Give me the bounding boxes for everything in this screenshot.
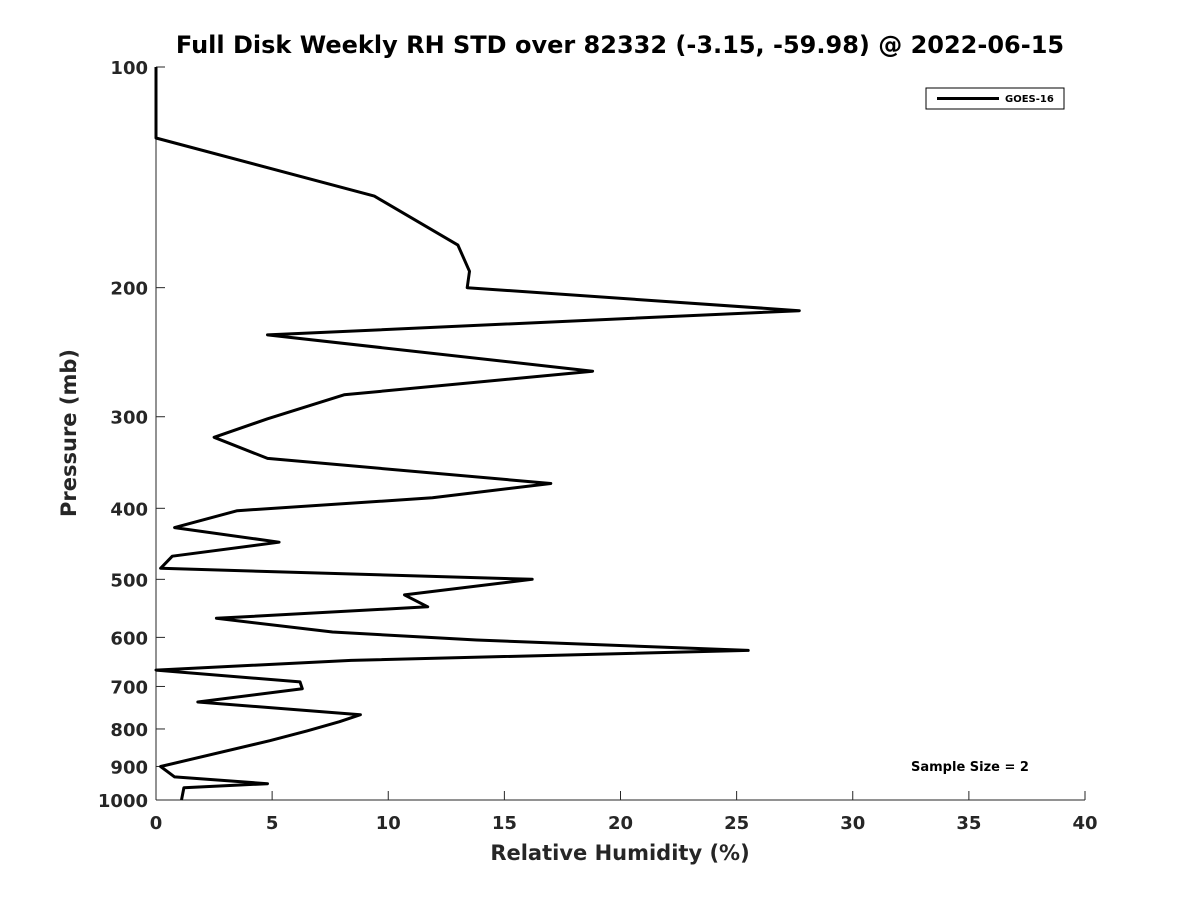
x-ticks: 0 5 10 15 20 25 30 35 40 [150, 791, 1098, 834]
y-ticks: 100 200 300 400 500 600 700 800 900 1000 [98, 58, 165, 812]
x-tick-label: 15 [492, 813, 517, 834]
legend: GOES-16 [925, 87, 1065, 110]
x-tick-label: 0 [150, 813, 163, 834]
series-line-goes-16 [154, 67, 801, 801]
sample-size-annotation: Sample Size = 2 [911, 760, 1029, 775]
x-tick-label: 5 [266, 813, 279, 834]
x-tick-label: 35 [956, 813, 981, 834]
y-tick-label: 800 [110, 720, 148, 741]
y-axis-label: Pressure (mb) [57, 349, 81, 517]
x-axis-label: Relative Humidity (%) [490, 841, 749, 865]
y-tick-label: 200 [110, 279, 148, 300]
x-tick-label: 40 [1072, 813, 1097, 834]
series-layer [154, 67, 801, 801]
y-tick-label: 400 [110, 499, 148, 520]
x-tick-label: 20 [608, 813, 633, 834]
y-tick-label: 1000 [98, 791, 148, 812]
y-tick-label: 100 [110, 58, 148, 79]
legend-entry-goes-16: GOES-16 [1005, 94, 1054, 105]
x-tick-label: 25 [724, 813, 749, 834]
y-tick-label: 300 [110, 408, 148, 429]
chart-title: Full Disk Weekly RH STD over 82332 (-3.1… [176, 31, 1064, 59]
y-tick-label: 500 [110, 570, 148, 591]
x-tick-label: 10 [376, 813, 401, 834]
y-tick-label: 600 [110, 628, 148, 649]
x-tick-label: 30 [840, 813, 865, 834]
y-tick-label: 900 [110, 757, 148, 778]
y-tick-label: 700 [110, 677, 148, 698]
